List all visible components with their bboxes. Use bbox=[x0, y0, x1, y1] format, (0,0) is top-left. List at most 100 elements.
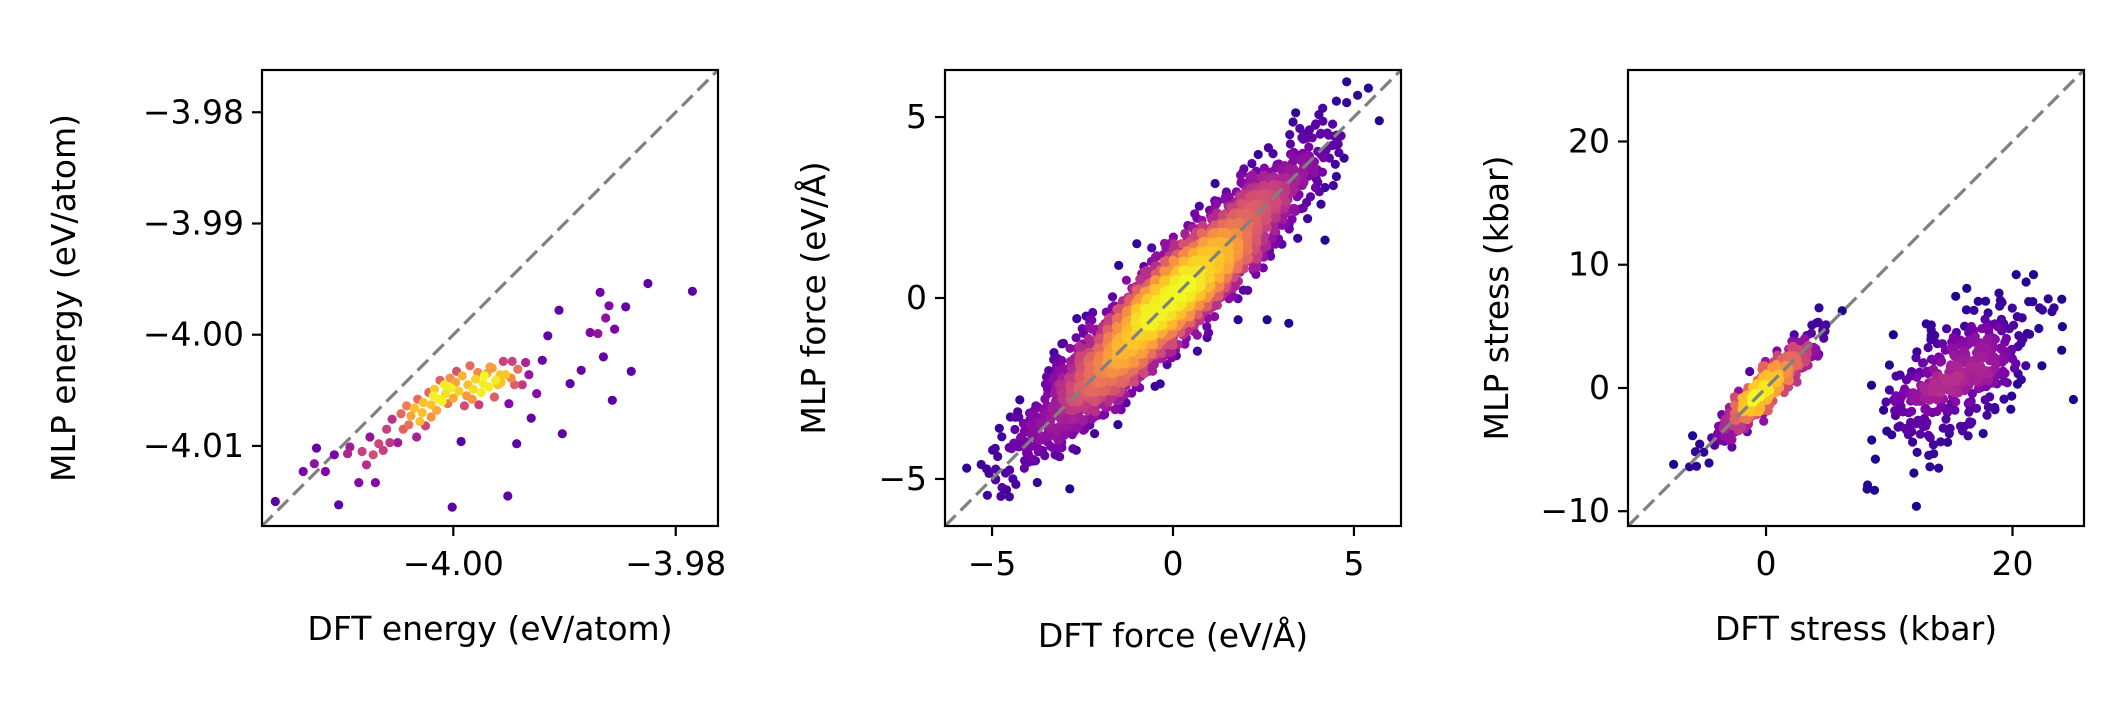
data-point bbox=[1924, 450, 1934, 460]
data-point bbox=[1800, 334, 1810, 344]
data-point bbox=[621, 302, 631, 312]
data-point bbox=[1690, 447, 1700, 457]
data-point bbox=[1307, 133, 1317, 143]
data-point bbox=[2007, 303, 2017, 313]
data-point bbox=[1016, 432, 1027, 442]
data-point bbox=[474, 400, 484, 410]
data-point bbox=[1090, 388, 1100, 398]
data-point bbox=[1983, 402, 1993, 412]
data-point bbox=[1895, 370, 1905, 380]
data-point bbox=[1981, 322, 1992, 332]
data-point bbox=[1942, 324, 1952, 334]
data-point bbox=[343, 449, 353, 459]
data-point bbox=[1950, 405, 1960, 415]
data-point bbox=[484, 382, 494, 392]
data-point bbox=[1948, 332, 1958, 342]
data-point bbox=[598, 352, 609, 362]
data-point bbox=[1973, 296, 1983, 306]
data-point bbox=[447, 502, 457, 512]
data-point bbox=[1353, 90, 1363, 100]
data-point bbox=[1981, 296, 1991, 306]
data-point bbox=[456, 436, 466, 447]
data-point bbox=[593, 329, 603, 339]
data-point bbox=[1879, 405, 1889, 415]
data-point bbox=[1058, 414, 1068, 424]
data-point bbox=[1288, 117, 1298, 127]
data-point bbox=[489, 392, 499, 402]
data-point bbox=[984, 468, 994, 478]
data-point bbox=[1911, 353, 1921, 363]
data-point bbox=[503, 491, 513, 501]
data-point bbox=[1669, 459, 1679, 469]
data-point bbox=[1866, 380, 1877, 390]
data-point bbox=[1966, 321, 1976, 332]
x-tick-label: 5 bbox=[1343, 544, 1364, 583]
data-point bbox=[1072, 314, 1082, 324]
data-point bbox=[1005, 465, 1015, 475]
energy-axes-frame bbox=[260, 68, 720, 528]
data-point bbox=[1180, 228, 1190, 239]
data-point bbox=[2068, 394, 2078, 405]
data-point bbox=[1881, 397, 1891, 407]
data-point bbox=[1004, 492, 1015, 502]
data-point bbox=[1065, 380, 1075, 391]
data-point bbox=[982, 490, 993, 500]
data-point bbox=[378, 445, 388, 455]
data-point bbox=[459, 401, 469, 411]
data-point bbox=[1285, 139, 1295, 149]
data-point bbox=[1923, 406, 1933, 416]
data-point bbox=[1253, 149, 1263, 160]
data-point bbox=[1759, 416, 1769, 426]
data-point bbox=[437, 396, 447, 406]
data-point bbox=[298, 466, 308, 477]
data-point bbox=[1150, 381, 1160, 391]
data-point bbox=[470, 374, 481, 384]
data-point bbox=[2028, 270, 2039, 280]
data-point bbox=[2024, 297, 2034, 307]
data-point bbox=[491, 375, 501, 385]
data-point bbox=[1040, 379, 1051, 389]
y-tick-label: 5 bbox=[906, 97, 927, 136]
data-point bbox=[1010, 424, 1020, 435]
data-point bbox=[409, 403, 419, 413]
data-point bbox=[1211, 199, 1221, 209]
data-point bbox=[1961, 305, 1971, 315]
data-point bbox=[565, 379, 575, 389]
data-point bbox=[385, 438, 395, 448]
data-point bbox=[1064, 372, 1074, 382]
data-point bbox=[1997, 297, 2007, 308]
data-point bbox=[513, 364, 523, 374]
data-point bbox=[1884, 385, 1894, 395]
data-point bbox=[1884, 360, 1894, 370]
data-point bbox=[1318, 116, 1328, 126]
data-point bbox=[1964, 397, 1974, 407]
data-point bbox=[1704, 458, 1714, 468]
x-tick-label: 0 bbox=[1163, 544, 1184, 583]
data-point bbox=[320, 466, 330, 477]
data-point bbox=[554, 305, 564, 315]
data-point bbox=[454, 386, 464, 396]
data-point bbox=[1315, 129, 1325, 139]
data-point bbox=[1015, 395, 1025, 405]
data-point bbox=[1071, 333, 1081, 343]
data-point bbox=[1092, 378, 1102, 388]
data-point bbox=[1988, 343, 1998, 353]
data-point bbox=[1936, 437, 1946, 447]
data-point bbox=[1730, 400, 1740, 410]
data-point bbox=[1048, 401, 1058, 411]
data-point bbox=[1178, 257, 1188, 267]
data-point bbox=[1993, 322, 2003, 332]
data-point bbox=[1940, 373, 1950, 383]
data-point bbox=[1936, 401, 1946, 411]
data-point bbox=[1900, 424, 1910, 434]
data-point bbox=[687, 286, 698, 296]
data-point bbox=[1998, 352, 2008, 362]
data-point bbox=[1006, 444, 1017, 454]
data-point bbox=[526, 413, 536, 423]
data-point bbox=[1943, 437, 1953, 447]
data-point bbox=[1154, 309, 1165, 319]
data-point bbox=[1074, 342, 1084, 352]
data-point bbox=[1053, 422, 1063, 433]
data-point bbox=[1073, 423, 1083, 433]
